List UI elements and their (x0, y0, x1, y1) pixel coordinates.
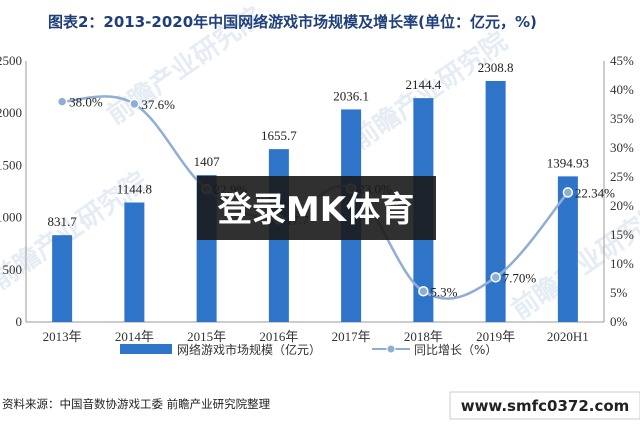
x-tick-label: 2018年 (404, 329, 443, 344)
right-tick-label: 40% (610, 82, 634, 97)
right-tick-label: 0% (610, 314, 628, 329)
right-tick-label: 15% (610, 227, 634, 242)
x-tick-label: 2016年 (259, 329, 298, 344)
growth-point (490, 272, 501, 283)
bar-value-label: 2036.1 (333, 88, 369, 103)
overlay-banner (197, 176, 436, 240)
legend: 网络游戏市场规模（亿元） 同比增长（%） (120, 342, 497, 357)
legend-line-label: 同比增长（%） (414, 343, 497, 357)
line-value-label: 38.0% (69, 95, 103, 110)
growth-point (56, 96, 68, 107)
bar-value-label: 831.7 (48, 214, 78, 229)
line-value-label: 7.70% (503, 270, 537, 285)
x-axis-ticks: 2013年 2014年 2015年 2016年 2017年 2018年 2019年 2020H… (43, 329, 589, 344)
right-axis-ticks: 0% 5% 10% 15% 20% 25% 30% 35% 40% 45% (610, 53, 634, 329)
growth-point (129, 98, 140, 110)
left-tick-label: 1500 (0, 157, 22, 172)
right-tick-label: 10% (610, 256, 634, 271)
left-tick-label: 2500 (0, 53, 22, 68)
legend-bar-swatch (120, 344, 172, 354)
url-banner (449, 391, 640, 420)
legend-line-marker (386, 344, 396, 354)
line-value-label: 5.3% (430, 284, 457, 299)
legend-bar-label: 网络游戏市场规模（亿元） (177, 342, 321, 357)
x-tick-label: 2013年 (43, 329, 82, 344)
right-tick-label: 20% (610, 198, 634, 213)
bar (485, 80, 506, 323)
bar-value-label: 1655.7 (261, 128, 297, 143)
x-tick-label: 2020H1 (547, 329, 589, 344)
line-value-label: 37.6% (141, 97, 175, 112)
bar-value-label: 2308.8 (478, 60, 514, 75)
left-tick-label: 2000 (0, 105, 22, 120)
right-tick-label: 25% (610, 169, 634, 184)
right-tick-label: 5% (610, 285, 628, 300)
chart-title: 图表2：2013-2020年中国网络游戏市场规模及增长率(单位：亿元，%) (48, 13, 537, 31)
x-tick-label: 2014年 (115, 329, 154, 344)
bar-value-label: 2144.4 (406, 77, 442, 92)
growth-point (562, 187, 574, 198)
left-tick-label: 1000 (0, 210, 22, 225)
bar-value-label: 1144.8 (117, 181, 152, 196)
url-banner-text: www.smfc0372.com (461, 397, 630, 415)
right-tick-label: 35% (610, 111, 634, 126)
bar (52, 235, 73, 322)
x-tick-label: 2015年 (187, 329, 226, 344)
bar-value-label: 1394.93 (547, 155, 589, 170)
watermark-group: 前瞻产业研究院 前瞻产业研究院 前瞻产业研究院 前瞻产业研究院 (0, 1, 640, 326)
right-tick-label: 30% (610, 140, 634, 155)
growth-point (418, 286, 429, 297)
left-axis-ticks: 0 500 1000 1500 2000 2500 (0, 53, 22, 329)
left-tick-label: 0 (16, 314, 23, 329)
x-tick-label: 2019年 (476, 329, 515, 344)
left-tick-label: 500 (3, 262, 23, 277)
bar (557, 176, 578, 322)
bar-value-label: 1407 (194, 154, 221, 169)
overlay-banner-text: 登录MK体育 (217, 190, 414, 230)
bar-value-labels: 831.7 1144.8 1407 1655.7 2036.1 2144.4 2308.8 1… (48, 60, 590, 229)
source-note: 资料来源：中国音数协游戏工委 前瞻产业研究院整理 (2, 397, 271, 411)
right-tick-label: 45% (610, 53, 634, 68)
bar (124, 202, 145, 322)
x-tick-label: 2017年 (332, 329, 371, 344)
line-value-label: 22.34% (575, 185, 615, 200)
